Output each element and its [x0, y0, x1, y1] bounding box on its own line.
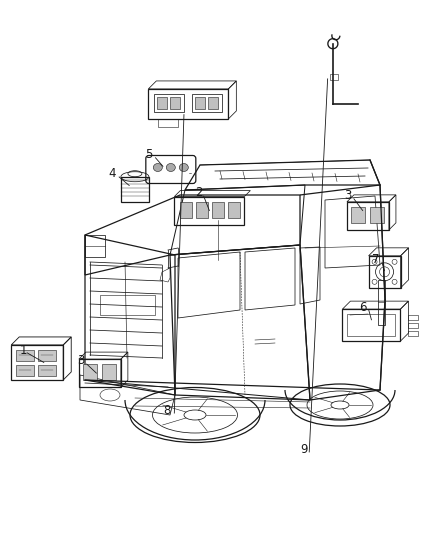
Bar: [38, 350, 56, 361]
Text: 4: 4: [108, 167, 116, 180]
Text: 1: 1: [19, 344, 27, 357]
Ellipse shape: [153, 164, 162, 172]
Bar: [180, 201, 192, 217]
Bar: [102, 364, 116, 380]
Ellipse shape: [179, 164, 188, 172]
Bar: [196, 201, 208, 217]
Bar: [408, 323, 418, 328]
Bar: [195, 97, 205, 109]
Text: 6: 6: [359, 301, 367, 313]
Bar: [38, 365, 56, 376]
Bar: [154, 94, 184, 112]
Bar: [347, 314, 396, 336]
Text: 2: 2: [195, 187, 203, 199]
Bar: [170, 97, 180, 109]
Bar: [85, 235, 105, 257]
Text: 3: 3: [345, 189, 352, 201]
Text: 7: 7: [372, 253, 380, 265]
Bar: [192, 94, 223, 112]
Bar: [16, 365, 34, 376]
Bar: [408, 315, 418, 320]
Text: 8: 8: [164, 404, 171, 417]
Ellipse shape: [166, 164, 175, 172]
Bar: [370, 207, 384, 223]
Bar: [208, 97, 218, 109]
Bar: [83, 364, 97, 380]
Bar: [212, 201, 224, 217]
Text: 9: 9: [300, 443, 307, 456]
Bar: [157, 97, 167, 109]
Bar: [228, 201, 240, 217]
Bar: [351, 207, 365, 223]
Bar: [16, 350, 34, 361]
Bar: [121, 177, 149, 201]
Bar: [330, 74, 338, 80]
Bar: [378, 280, 385, 325]
Bar: [408, 331, 418, 336]
Bar: [159, 119, 178, 127]
Text: 5: 5: [145, 148, 152, 161]
Bar: [100, 295, 155, 315]
Text: 3: 3: [78, 354, 85, 367]
